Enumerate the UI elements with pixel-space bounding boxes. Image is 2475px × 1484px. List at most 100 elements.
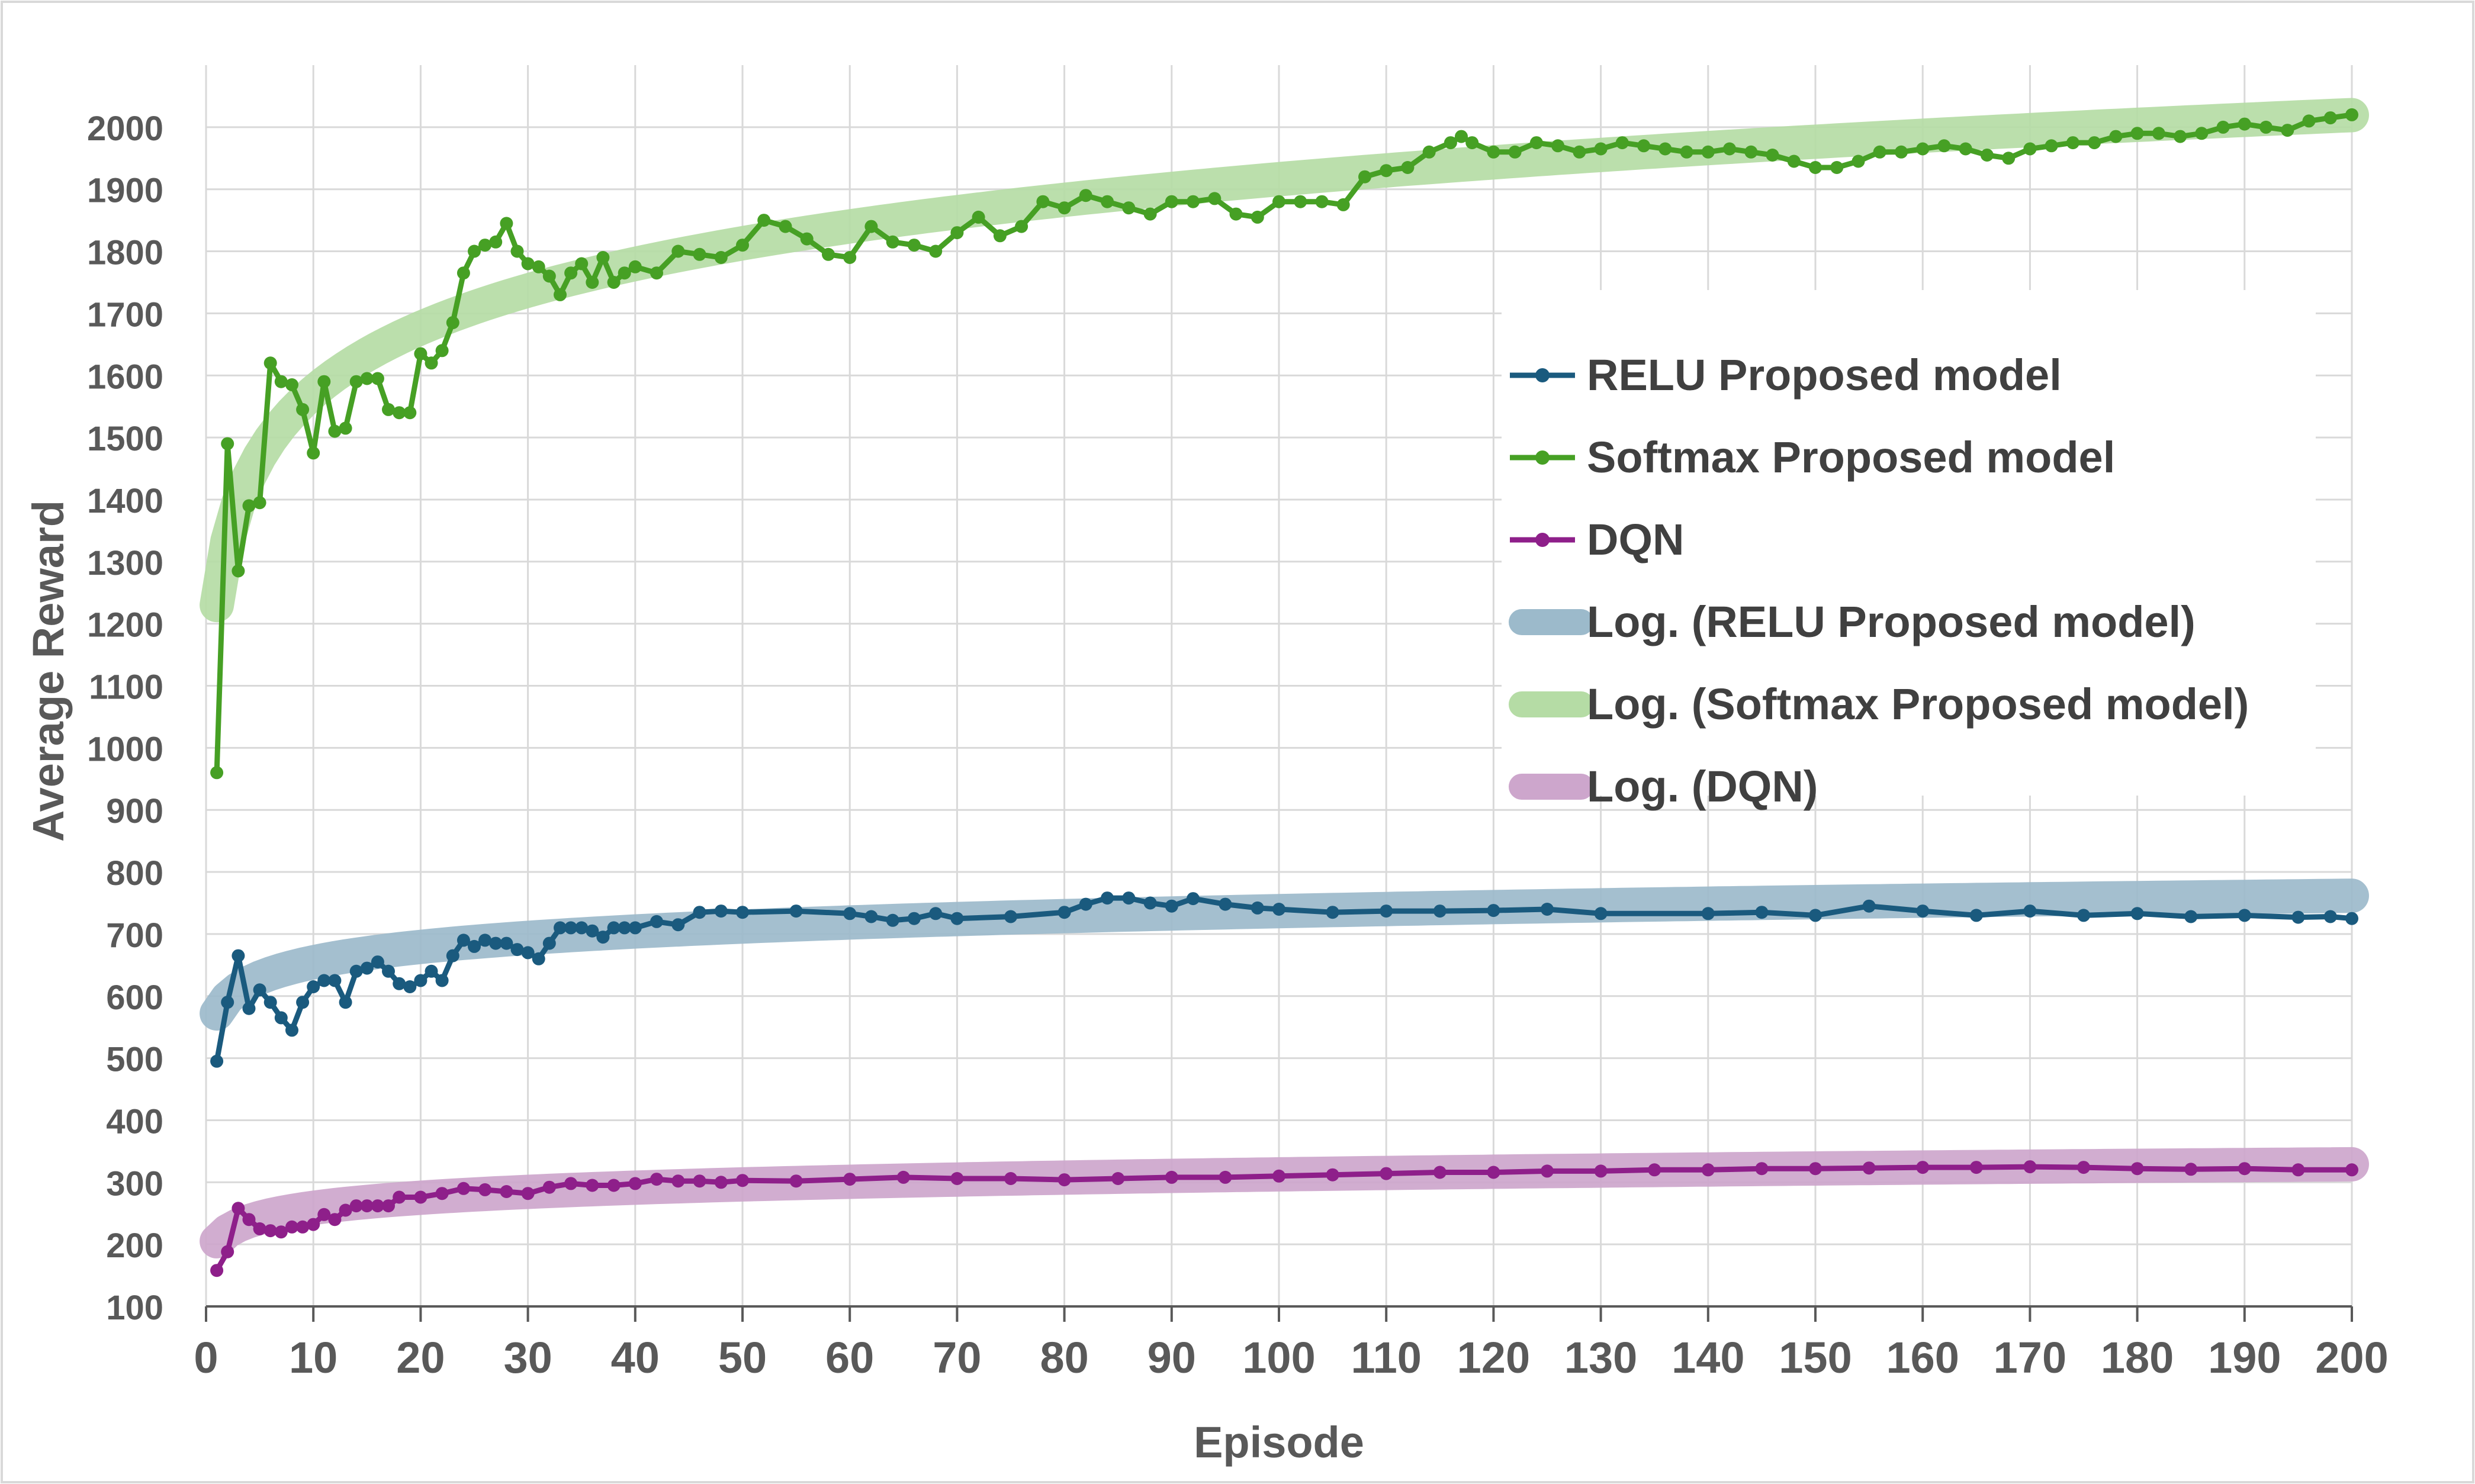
data-point — [972, 210, 985, 224]
x-tick-label: 110 — [1351, 1333, 1422, 1382]
data-point — [1529, 136, 1543, 150]
data-point — [779, 220, 792, 233]
y-tick-label: 1100 — [89, 668, 163, 707]
data-point — [800, 232, 814, 246]
data-point — [339, 1203, 352, 1217]
data-point — [1916, 1161, 1930, 1174]
data-point — [1594, 1164, 1608, 1178]
data-point — [435, 344, 449, 358]
x-tick-label: 90 — [1148, 1333, 1196, 1382]
data-point — [478, 933, 492, 947]
data-point — [542, 1180, 556, 1194]
data-point — [2023, 142, 2037, 156]
data-point — [886, 235, 899, 249]
y-tick-label: 1200 — [87, 606, 163, 645]
data-point — [2077, 1161, 2090, 1174]
data-point — [843, 907, 857, 920]
data-point — [1058, 201, 1071, 215]
data-point — [1036, 195, 1050, 208]
data-point — [1809, 161, 1822, 174]
data-point — [2023, 904, 2037, 918]
data-point — [2174, 130, 2187, 143]
data-point — [618, 921, 631, 935]
data-point — [500, 1185, 513, 1198]
data-point — [1658, 142, 1672, 156]
data-point — [1251, 210, 1264, 224]
data-point — [371, 1199, 384, 1213]
data-point — [1809, 909, 1822, 922]
data-point — [328, 1213, 342, 1227]
data-point — [789, 904, 803, 918]
data-point — [489, 235, 503, 249]
data-point — [650, 266, 663, 280]
data-point — [2345, 108, 2358, 121]
data-point — [210, 1264, 224, 1277]
x-tick-label: 60 — [825, 1333, 874, 1382]
data-point — [1004, 1172, 1017, 1185]
data-point — [1336, 198, 1350, 211]
data-point — [1272, 1169, 1285, 1183]
data-point — [307, 1218, 320, 1231]
data-point — [1122, 891, 1136, 905]
data-point — [929, 907, 943, 920]
data-point — [1358, 170, 1371, 184]
data-point — [1004, 910, 1017, 923]
data-point — [2130, 907, 2144, 920]
data-point — [1294, 195, 1307, 208]
legend-label: Log. (RELU Proposed model) — [1587, 597, 2196, 646]
data-point — [2195, 127, 2209, 140]
data-point — [307, 980, 320, 993]
data-point — [650, 1173, 663, 1186]
x-tick-label: 200 — [2315, 1333, 2388, 1382]
data-point — [360, 1199, 374, 1213]
data-point — [446, 949, 459, 962]
x-tick-label: 180 — [2101, 1333, 2174, 1382]
data-point — [1219, 897, 1232, 911]
data-point — [371, 372, 384, 385]
data-point — [2130, 127, 2144, 140]
data-point — [607, 921, 621, 935]
data-point — [446, 316, 459, 330]
data-point — [1187, 195, 1200, 208]
legend-item-log-softmax-proposed-model: Log. (Softmax Proposed model) — [1509, 680, 2249, 729]
data-point — [328, 424, 342, 438]
data-point — [1465, 136, 1479, 150]
data-point — [285, 378, 298, 391]
data-point — [993, 229, 1007, 243]
data-point — [210, 1054, 224, 1068]
data-point — [2002, 152, 2016, 165]
data-point — [2066, 136, 2079, 150]
y-tick-label: 1500 — [87, 420, 163, 458]
data-point — [2045, 139, 2058, 153]
data-point — [1873, 145, 1886, 159]
y-tick-label: 300 — [106, 1164, 163, 1203]
data-point — [564, 921, 578, 935]
data-point — [1380, 164, 1393, 178]
data-point — [1058, 906, 1071, 919]
data-point — [317, 375, 331, 388]
series-softmax-proposed-model — [210, 108, 2358, 780]
data-point — [1143, 207, 1157, 221]
data-point — [950, 226, 964, 240]
data-point — [296, 1220, 310, 1234]
data-point — [457, 933, 470, 947]
data-point — [1111, 1172, 1125, 1185]
legend-label: DQN — [1587, 515, 1684, 564]
data-point — [1723, 142, 1736, 156]
data-point — [414, 347, 427, 360]
data-point — [2184, 910, 2198, 923]
data-point — [263, 1224, 277, 1238]
data-point — [328, 974, 342, 987]
data-point — [1444, 136, 1457, 150]
x-tick-label: 50 — [718, 1333, 767, 1382]
data-point — [242, 1002, 256, 1015]
data-point — [1594, 907, 1608, 920]
data-point — [274, 1225, 288, 1239]
data-point — [586, 1179, 599, 1192]
x-tick-label: 40 — [611, 1333, 660, 1382]
data-point — [232, 564, 245, 578]
y-tick-label: 1700 — [87, 295, 163, 334]
data-point — [2291, 910, 2305, 924]
data-point — [1101, 891, 1114, 905]
data-point — [714, 1176, 728, 1189]
